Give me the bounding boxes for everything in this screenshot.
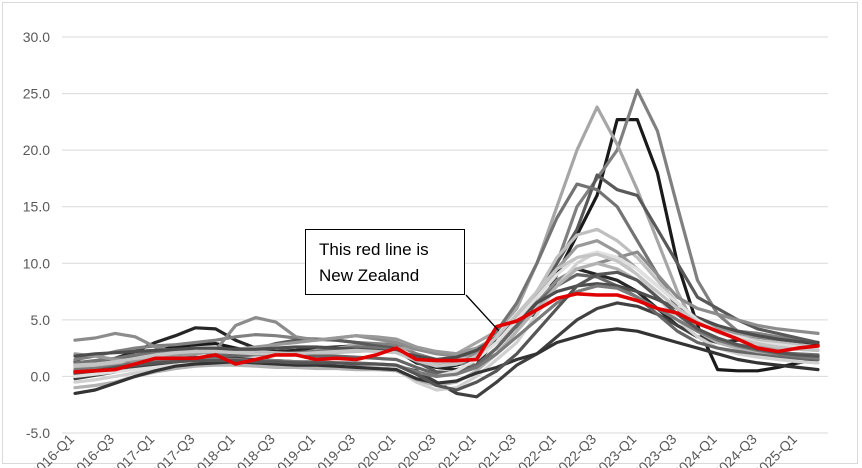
- y-tick-label: 10.0: [23, 255, 50, 271]
- x-tick-label: 2024-Q3: [710, 431, 760, 468]
- x-tick-label: 2023-Q3: [630, 431, 680, 468]
- x-tick-label: 2021-Q1: [429, 431, 479, 468]
- x-tick-label: 2020-Q1: [349, 431, 399, 468]
- series-line-16: [73, 327, 820, 395]
- annotation-box: This red line is New Zealand: [305, 229, 465, 295]
- x-tick-label: 2018-Q3: [228, 431, 278, 468]
- y-tick-label: 5.0: [31, 312, 51, 328]
- x-axis-tick-labels: 2016-Q12016-Q32017-Q12017-Q32018-Q12018-…: [27, 431, 800, 468]
- annotation-arrow: [465, 294, 500, 332]
- y-tick-label: 30.0: [23, 29, 50, 45]
- y-tick-label: 15.0: [23, 199, 50, 215]
- annotation-line-1: This red line is: [319, 240, 429, 259]
- highlight-series: [73, 291, 820, 374]
- y-tick-label: -5.0: [26, 425, 50, 441]
- x-tick-label: 2022-Q3: [549, 431, 599, 468]
- x-tick-label: 2022-Q1: [509, 431, 559, 468]
- x-tick-label: 2018-Q1: [188, 431, 238, 468]
- x-tick-label: 2017-Q3: [148, 431, 198, 468]
- x-tick-label: 2020-Q3: [389, 431, 439, 468]
- x-tick-label: 2023-Q1: [590, 431, 640, 468]
- annotation-line-2: New Zealand: [319, 266, 420, 285]
- x-tick-label: 2024-Q1: [670, 431, 720, 468]
- x-tick-label: 2016-Q3: [67, 431, 117, 468]
- series-lines: [73, 88, 820, 399]
- x-tick-label: 2019-Q3: [308, 431, 358, 468]
- series-line-19: [73, 270, 820, 392]
- y-tick-label: 20.0: [23, 142, 50, 158]
- x-tick-label: 2021-Q3: [469, 431, 519, 468]
- x-tick-label: 2019-Q1: [268, 431, 318, 468]
- new-zealand-line: [73, 291, 820, 374]
- y-axis-tick-labels: 30.0 25.0 20.0 15.0 10.0 5.0 0.0 -5.0: [23, 29, 50, 441]
- x-tick-label: 2025-Q1: [750, 431, 800, 468]
- x-tick-label: 2017-Q1: [108, 431, 158, 468]
- y-tick-label: 0.0: [31, 368, 51, 384]
- y-tick-label: 25.0: [23, 86, 50, 102]
